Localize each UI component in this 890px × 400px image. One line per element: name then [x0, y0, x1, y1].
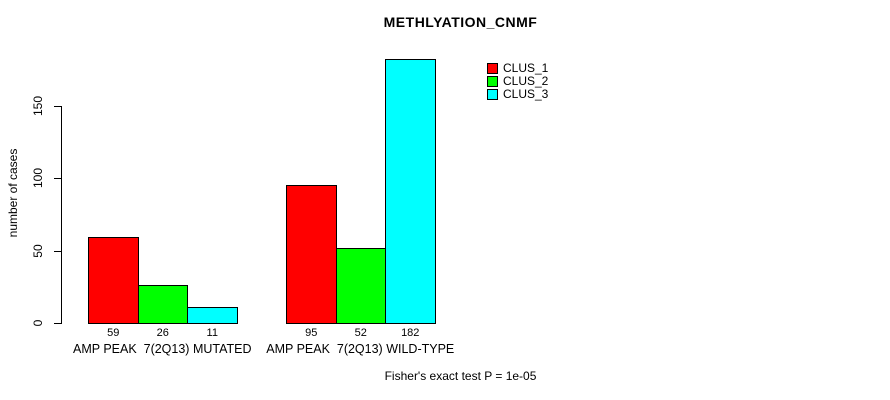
y-tick-label: 150: [31, 95, 45, 116]
legend-item-clus_2: CLUS_2: [487, 75, 548, 88]
legend-item-clus_1: CLUS_1: [487, 62, 548, 75]
bar-value-label: 26: [156, 327, 169, 339]
y-tick-mark: [54, 250, 61, 252]
legend-label: CLUS_1: [503, 61, 549, 75]
bar-clus_1-group2: [286, 185, 337, 324]
bar-value-label: 52: [354, 327, 367, 339]
bar-clus_3-group1: [187, 307, 238, 324]
bar-value-label: 11: [206, 327, 218, 339]
y-axis-title: number of cases: [6, 148, 20, 238]
legend-label: CLUS_3: [503, 87, 549, 101]
y-tick-mark: [54, 178, 61, 179]
footnote: Fisher's exact test P = 1e-05: [384, 369, 537, 383]
y-tick-mark: [54, 323, 61, 324]
bar-clus_1-group1: [88, 237, 139, 324]
legend-label: CLUS_2: [503, 74, 549, 88]
chart-title: METHLYATION_CNMF: [383, 14, 538, 30]
bar-clus_2-group2: [335, 247, 386, 324]
x-category-label: AMP PEAK 7(2Q13) WILD-TYPE: [266, 342, 455, 356]
bar-value-label: 59: [107, 327, 120, 339]
bar-clus_2-group1: [137, 285, 188, 324]
y-axis-line: [61, 105, 62, 324]
bar-value-label: 95: [305, 327, 318, 339]
legend: CLUS_1 CLUS_2 CLUS_3: [487, 62, 548, 101]
legend-swatch-icon: [487, 89, 498, 100]
y-tick-mark: [54, 105, 61, 107]
legend-item-clus_3: CLUS_3: [487, 88, 548, 101]
bar-clus_3-group2: [385, 59, 436, 324]
legend-swatch-icon: [487, 76, 498, 87]
y-tick-label: 100: [31, 167, 45, 189]
x-category-label: AMP PEAK 7(2Q13) MUTATED: [72, 342, 252, 356]
legend-swatch-icon: [487, 63, 498, 74]
y-tick-label: 50: [31, 243, 45, 258]
bar-value-label: 182: [401, 327, 420, 339]
y-tick-label: 0: [31, 319, 45, 327]
